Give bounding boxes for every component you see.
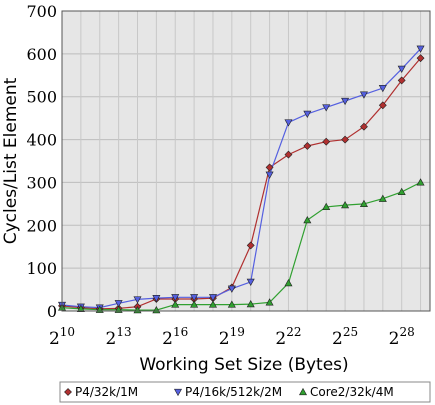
y-tick-label: 400 xyxy=(26,131,57,150)
data-point-1 xyxy=(322,104,331,112)
data-point-0 xyxy=(360,122,368,131)
series-line-2 xyxy=(61,181,421,311)
x-tick-label: 228 xyxy=(389,325,415,349)
data-point-2 xyxy=(246,300,255,308)
x-tick-labels: 210 213 216 219 222 225 228 xyxy=(49,325,415,349)
legend-marker-1 xyxy=(173,388,183,397)
y-axis-label: Cycles/List Element xyxy=(1,77,21,244)
data-point-1 xyxy=(171,294,180,302)
data-point-1 xyxy=(208,294,217,302)
y-tick-label: 700 xyxy=(26,2,57,21)
data-point-0 xyxy=(341,135,350,144)
data-point-2 xyxy=(322,202,331,210)
data-point-2 xyxy=(208,300,217,308)
x-tick-label: 225 xyxy=(332,325,358,349)
data-point-1 xyxy=(359,91,368,99)
data-point-0 xyxy=(378,101,387,110)
plot-background xyxy=(62,11,430,311)
data-point-0 xyxy=(397,76,406,85)
data-point-2 xyxy=(171,300,180,308)
x-tick-label: 210 xyxy=(49,325,75,349)
data-point-2 xyxy=(397,187,406,195)
data-point-1 xyxy=(397,65,406,73)
x-tick-label: 222 xyxy=(275,325,301,349)
plot-frame xyxy=(61,10,431,312)
data-point-2 xyxy=(341,201,350,209)
legend-marker-2 xyxy=(298,387,308,396)
data-point-1 xyxy=(265,171,274,179)
data-point-2 xyxy=(359,199,368,207)
data-point-0 xyxy=(246,241,255,250)
series-line-1 xyxy=(61,48,422,309)
x-axis-label: Working Set Size (Bytes) xyxy=(139,355,348,375)
data-point-1 xyxy=(416,45,425,53)
legend-label-2: Core2/32k/4M xyxy=(310,385,394,399)
data-point-1 xyxy=(303,110,312,118)
data-point-1 xyxy=(284,119,293,127)
x-tick-label: 216 xyxy=(162,325,188,349)
y-tick-labels: 0 100 200 300 400 500 600 700 xyxy=(26,2,57,321)
data-point-1 xyxy=(341,97,350,106)
data-point-1 xyxy=(227,285,236,293)
y-tick-label: 300 xyxy=(26,173,57,192)
x-tick-label: 213 xyxy=(106,325,132,349)
data-point-0 xyxy=(416,54,425,63)
data-point-2 xyxy=(416,178,425,186)
y-tick-label: 100 xyxy=(26,259,57,278)
data-point-0 xyxy=(322,137,331,146)
x-tick-label: 219 xyxy=(219,325,245,349)
data-point-1 xyxy=(190,294,199,302)
data-point-2 xyxy=(76,304,85,312)
legend-marker-0 xyxy=(64,388,72,396)
data-point-0 xyxy=(284,150,293,159)
data-point-2 xyxy=(284,279,293,287)
data-point-2 xyxy=(378,194,387,202)
data-point-1 xyxy=(152,295,161,303)
data-point-1 xyxy=(114,300,123,308)
data-point-1 xyxy=(378,85,387,93)
legend-box xyxy=(59,381,431,403)
legend: P4/32k/1M P4/16k/512k/2M Core2/32k/4M xyxy=(59,381,431,403)
data-point-2 xyxy=(227,300,236,308)
data-point-0 xyxy=(265,163,274,172)
data-point-2 xyxy=(265,298,274,306)
data-point-1 xyxy=(246,278,255,286)
y-tick-label: 200 xyxy=(26,216,57,235)
legend-label-1: P4/16k/512k/2M xyxy=(185,385,282,399)
grid xyxy=(61,10,430,312)
y-tick-label: 600 xyxy=(26,45,57,64)
data-point-0 xyxy=(303,142,312,150)
y-tick-label: 0 xyxy=(47,302,57,321)
data-point-1 xyxy=(133,296,142,304)
data-point-2 xyxy=(303,216,312,224)
legend-label-0: P4/32k/1M xyxy=(75,385,138,399)
data-point-2 xyxy=(190,300,199,308)
y-tick-label: 500 xyxy=(26,88,57,107)
